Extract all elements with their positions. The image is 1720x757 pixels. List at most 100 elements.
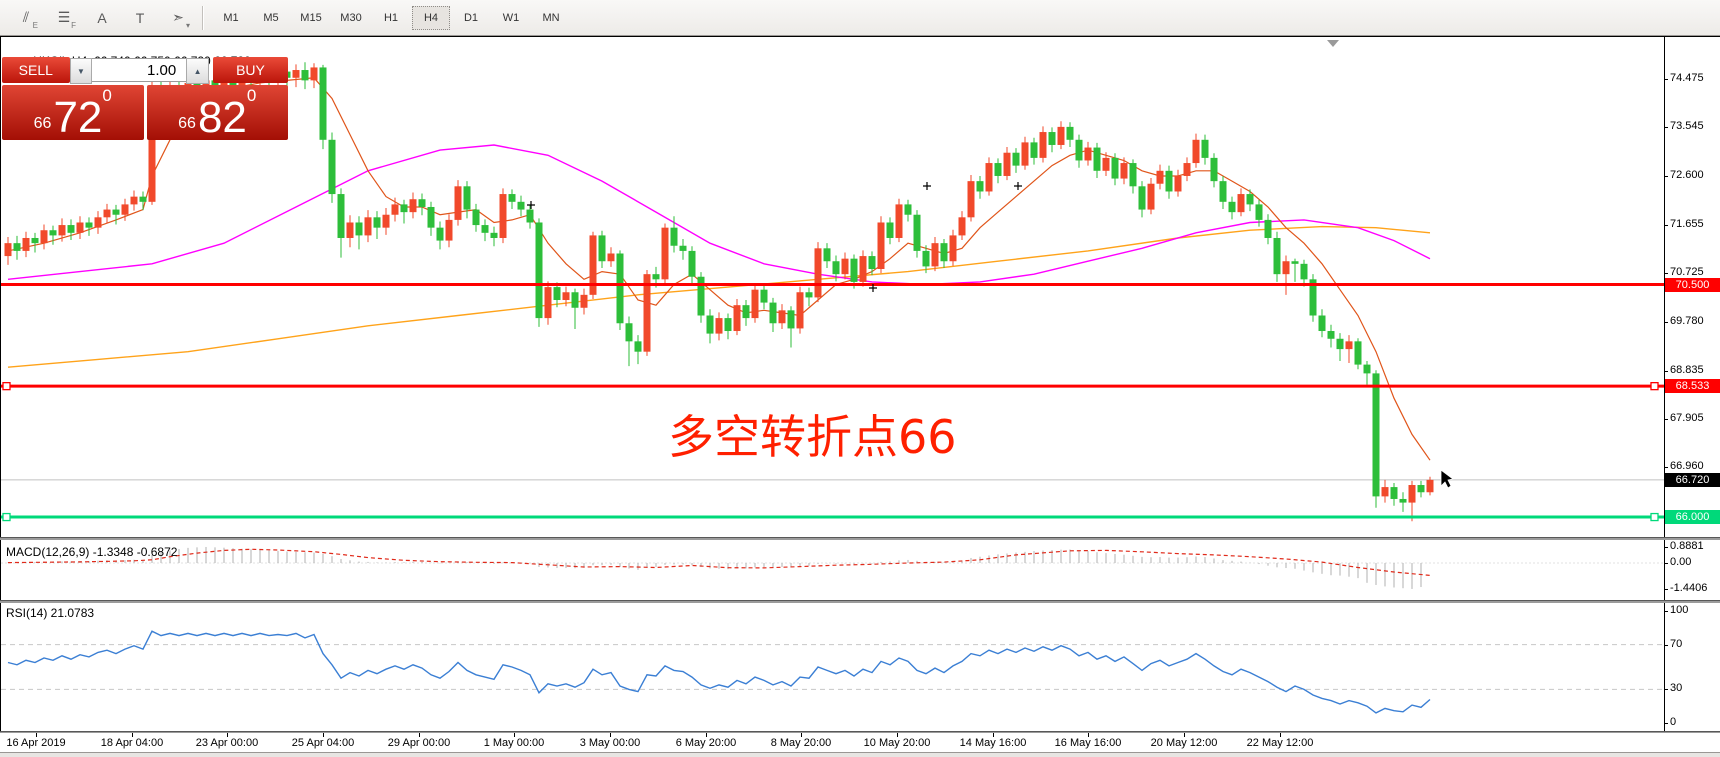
time-axis[interactable]: 16 Apr 2019 18 Apr 04:00 23 Apr 00:00 25 Ap… (0, 733, 1720, 752)
candle-down (1093, 147, 1101, 171)
candle-up (445, 219, 453, 241)
time-tick-label: 29 Apr 00:00 (387, 737, 451, 749)
candle-down (67, 225, 75, 233)
time-tick-label: 23 Apr 00:00 (195, 737, 259, 749)
hline-handle[interactable] (1650, 512, 1659, 522)
rsi-line (7, 630, 1431, 714)
candle-up (562, 292, 570, 301)
drawing-tools-group: ⫽ E ☰ F A T ➣ ▾ (0, 4, 194, 32)
price-tick-label: 67.905 (1670, 411, 1704, 424)
candle-down (553, 287, 561, 301)
text-icon[interactable]: A (97, 9, 107, 26)
price-axis-border (1664, 36, 1665, 733)
candle-down (490, 232, 498, 238)
fibonacci-icon[interactable]: ☰ F (57, 9, 76, 30)
rsi-plot[interactable] (1, 602, 1664, 731)
timeframe-d1[interactable]: D1 (463, 11, 479, 24)
equidistant-channel-icon[interactable]: ⫽ E (22, 9, 38, 30)
buy-button[interactable]: BUY (212, 57, 289, 83)
candle-down (1210, 157, 1218, 182)
hline-handle[interactable] (2, 512, 11, 522)
candle-up (499, 194, 507, 238)
candle-down (463, 186, 471, 210)
plus-marker (869, 284, 877, 292)
price-tick (1664, 321, 1668, 323)
rsi-indicator-label: RSI(14) 21.0783 (6, 606, 95, 620)
hline-handle[interactable] (1650, 382, 1659, 391)
time-tick (419, 733, 420, 737)
macd-signal-line (7, 548, 1431, 576)
bid-price-prefix: 66 (33, 115, 52, 132)
candle-up (841, 258, 849, 275)
candle-down (517, 201, 525, 210)
volume-decrement-button[interactable]: ▼ (69, 58, 93, 84)
candle-down (1066, 126, 1074, 140)
timeframe-mn[interactable]: MN (542, 11, 560, 24)
candle-up (1426, 479, 1434, 493)
candle-up (1282, 261, 1290, 275)
rsi-tick-label: 100 (1670, 604, 1689, 616)
candle-down (823, 248, 831, 262)
arrows-dropdown-icon[interactable]: ➣ ▾ (172, 9, 190, 30)
timeframe-h4[interactable]: H4 (412, 5, 450, 30)
candle-down (616, 253, 624, 324)
volume-increment-button[interactable]: ▲ (186, 58, 209, 84)
time-tick-label: 20 May 12:00 (1150, 737, 1218, 749)
time-tick (323, 733, 324, 737)
timeframe-m15[interactable]: M15 (300, 11, 322, 24)
candle-up (1174, 175, 1182, 192)
main-price-plot[interactable] (1, 37, 1664, 537)
timeframe-m5[interactable]: M5 (263, 11, 279, 24)
ask-price-box[interactable]: 66 82 0 (146, 85, 288, 140)
chart-border-left (0, 36, 1, 733)
chart-shift-marker-icon[interactable] (1327, 40, 1339, 47)
pane-splitter-macd-rsi[interactable] (0, 600, 1720, 603)
candle-up (1021, 142, 1029, 166)
price-tick (1664, 224, 1668, 226)
candle-down (652, 274, 660, 280)
toolbar: ⫽ E ☰ F A T ➣ ▾ M1 M5 M15 M30 H1 H4 D1 W1 MN (0, 0, 1720, 36)
timeframe-w1[interactable]: W1 (502, 11, 520, 24)
candle-down (1300, 263, 1308, 280)
candle-up (778, 310, 786, 324)
candle-up (643, 274, 651, 352)
chart-annotation-text: 多空转折点66 (668, 410, 957, 464)
price-badge-70.500: 70.500 (1665, 277, 1720, 292)
sell-button[interactable]: SELL (2, 57, 70, 83)
candle-up (103, 209, 111, 218)
pane-splitter-main-macd[interactable] (0, 537, 1720, 540)
candle-down (1111, 157, 1119, 179)
timeframe-m30[interactable]: M30 (340, 11, 362, 24)
volume-input[interactable] (92, 58, 187, 82)
time-tick (993, 733, 994, 737)
candle-up (1345, 341, 1353, 350)
candle-up (94, 217, 102, 228)
candle-up (1408, 485, 1416, 503)
price-tick (1664, 175, 1668, 177)
hline-handle[interactable] (2, 382, 11, 391)
time-tick (801, 733, 802, 737)
candle-down (913, 214, 921, 251)
price-badge-66.720: 66.720 (1665, 472, 1720, 487)
timeframe-m1[interactable]: M1 (223, 11, 239, 24)
candle-down (211, 80, 219, 89)
candle-down (1390, 487, 1398, 499)
macd-plot[interactable] (1, 540, 1664, 600)
candle-up (1084, 147, 1092, 161)
time-tick (897, 733, 898, 737)
price-tick-label: 70.725 (1670, 265, 1704, 278)
candle-up (1147, 183, 1155, 210)
candle-down (1354, 341, 1362, 365)
candle-down (1165, 170, 1173, 192)
bid-price-box[interactable]: 66 72 0 (2, 85, 144, 140)
candle-up (751, 289, 759, 319)
candle-down (1201, 139, 1209, 158)
text-label-icon[interactable]: T (135, 9, 145, 26)
time-tick-label: 16 Apr 2019 (6, 737, 66, 749)
candle-down (400, 204, 408, 213)
price-tick-label: 73.545 (1670, 120, 1704, 133)
candle-down (1363, 364, 1371, 374)
timeframe-h1[interactable]: H1 (383, 11, 399, 24)
candle-down (31, 237, 39, 244)
time-tick-label: 18 Apr 04:00 (100, 737, 164, 749)
